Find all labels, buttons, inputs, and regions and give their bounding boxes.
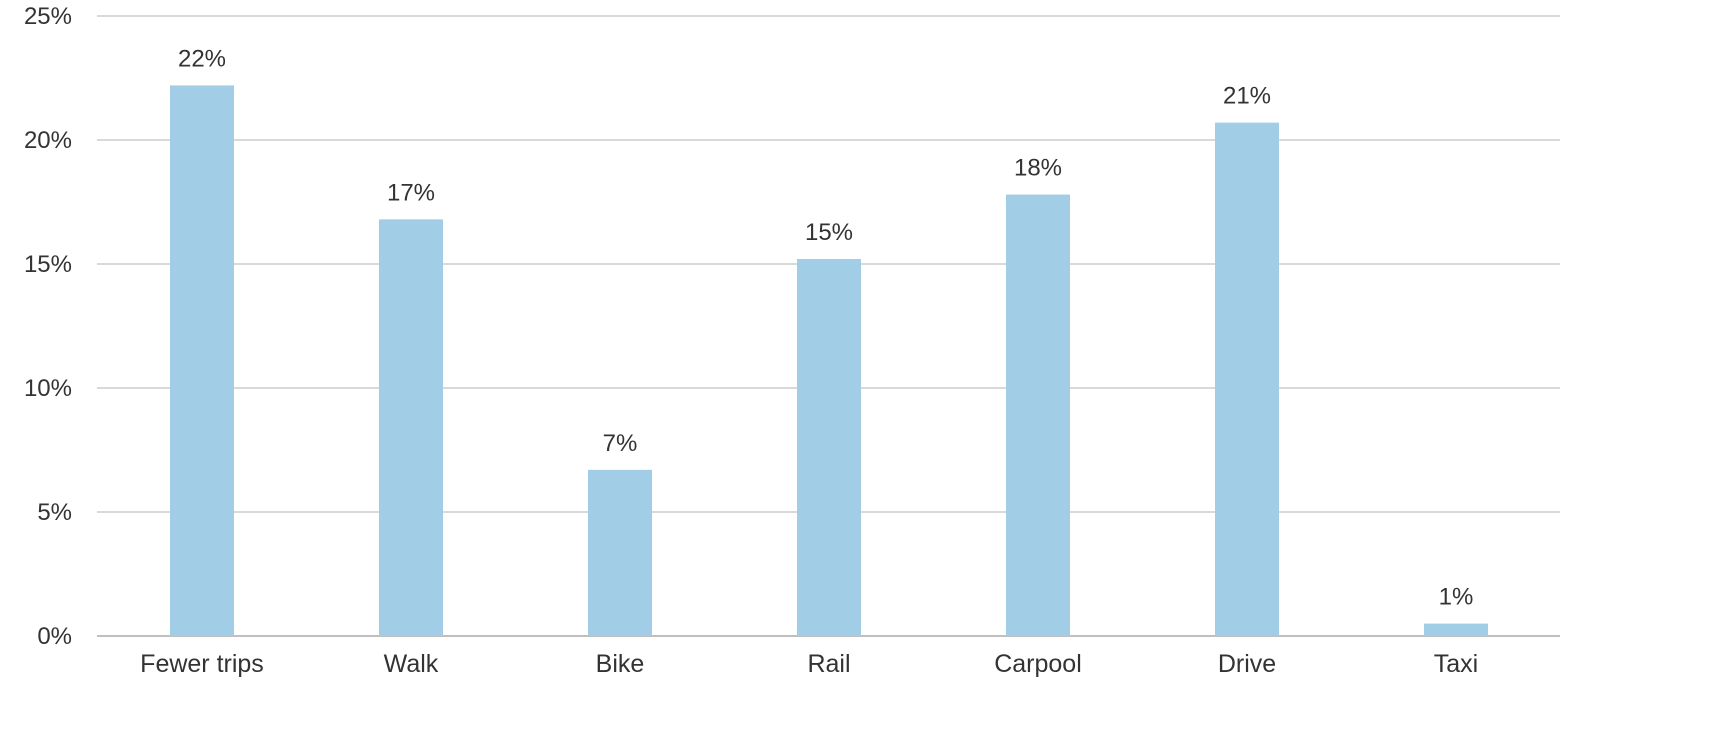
data-label: 15%: [805, 219, 853, 246]
bar-rail: [797, 259, 861, 636]
data-labels: 22% 17% 7% 15% 18% 21% 1%: [178, 45, 1473, 610]
data-label: 18%: [1014, 155, 1062, 182]
y-tick-label: 20%: [24, 127, 72, 154]
data-label: 1%: [1439, 584, 1474, 611]
bar-drive: [1215, 122, 1279, 636]
x-tick-label: Drive: [1218, 650, 1276, 678]
y-tick-label: 15%: [24, 251, 72, 278]
x-tick-label: Carpool: [994, 650, 1082, 678]
y-axis-tick-labels: 0% 5% 10% 15% 20% 25%: [24, 3, 72, 650]
x-tick-label: Rail: [807, 650, 850, 678]
y-tick-label: 25%: [24, 3, 72, 30]
data-label: 22%: [178, 45, 226, 72]
x-tick-label: Walk: [384, 650, 439, 678]
bar-walk: [379, 219, 443, 637]
data-label: 17%: [387, 179, 435, 206]
x-tick-label: Bike: [596, 650, 645, 678]
data-label: 21%: [1223, 83, 1271, 110]
x-tick-label: Fewer trips: [140, 650, 264, 678]
y-tick-label: 10%: [24, 375, 72, 402]
bar-taxi: [1424, 623, 1488, 636]
data-label: 7%: [603, 430, 638, 457]
bars: [170, 85, 1488, 637]
bar-fewer-trips: [170, 85, 234, 636]
y-tick-label: 5%: [37, 499, 72, 526]
x-tick-label: Taxi: [1434, 650, 1478, 678]
bar-carpool: [1006, 194, 1070, 636]
bar-bike: [588, 469, 652, 636]
y-tick-label: 0%: [37, 623, 72, 650]
x-axis-category-labels: Fewer trips Walk Bike Rail Carpool Drive Taxi: [140, 650, 1478, 678]
